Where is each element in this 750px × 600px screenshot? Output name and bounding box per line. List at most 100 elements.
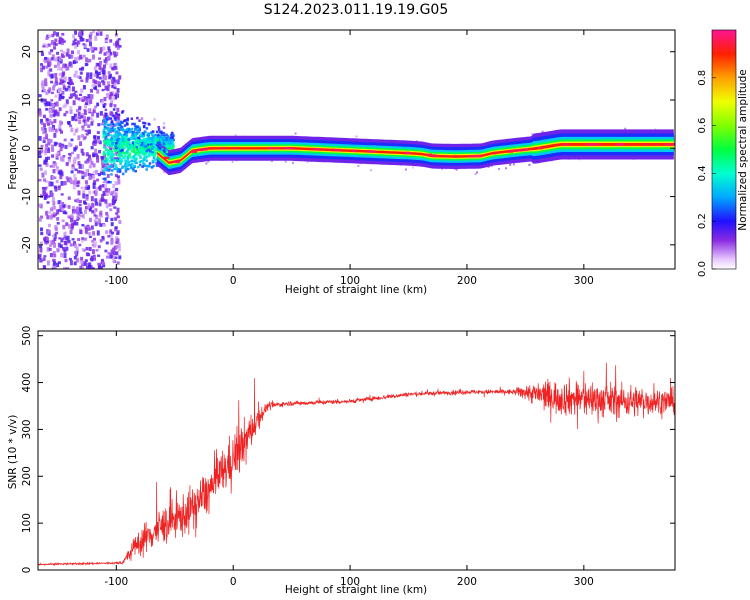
heatmap-cell <box>40 144 44 148</box>
heatmap-cell <box>87 108 91 112</box>
heatmap-cell <box>74 145 78 150</box>
heatmap-cell <box>55 179 59 184</box>
heatmap-cell <box>53 261 57 267</box>
heatmap-cell <box>76 153 80 158</box>
heatmap-cell <box>116 114 120 120</box>
heatmap-cell <box>48 244 52 247</box>
heatmap-cell <box>62 104 66 109</box>
heatmap-cell <box>62 247 66 250</box>
heatmap-cell <box>124 143 127 146</box>
heatmap-cell <box>73 261 77 266</box>
heatmap-cell <box>87 232 91 236</box>
heatmap-cell <box>62 224 66 230</box>
heatmap-cell <box>111 129 114 132</box>
heatmap-cell <box>80 67 84 71</box>
heatmap-cell <box>111 231 115 235</box>
heatmap-cell <box>106 188 110 194</box>
x-tick-label: 0 <box>230 576 237 588</box>
heatmap-cell <box>101 163 105 169</box>
heatmap-cell <box>59 130 63 134</box>
heatmap-cell <box>98 51 102 54</box>
heatmap-cell <box>49 108 53 114</box>
heatmap-cell <box>58 127 62 132</box>
heatmap-cell <box>131 141 135 144</box>
heatmap-cell <box>121 156 125 160</box>
heatmap-cell <box>145 155 149 158</box>
heatmap-cell <box>111 153 114 156</box>
heatmap-cell <box>76 209 80 215</box>
heatmap-cell <box>40 63 44 67</box>
heatmap-cell <box>155 130 159 134</box>
heatmap-cell <box>115 212 119 215</box>
heatmap-cell <box>83 108 87 112</box>
heatmap-cell <box>74 94 78 100</box>
heatmap-cell <box>90 121 94 126</box>
heatmap-cell <box>165 133 168 136</box>
heatmap-cell <box>45 57 49 63</box>
heatmap-cell <box>104 177 107 180</box>
heatmap-cell <box>95 155 99 160</box>
heatmap-cell <box>140 143 143 146</box>
heatmap-cell <box>106 154 110 157</box>
heatmap-cell <box>136 125 139 128</box>
heatmap-cell <box>113 128 117 131</box>
heatmap-cell <box>97 80 101 86</box>
heatmap-cell <box>97 172 101 177</box>
heatmap-cell <box>40 67 44 73</box>
heatmap-cell <box>104 199 108 204</box>
heatmap-cell <box>112 123 116 127</box>
heatmap-cell <box>90 225 94 230</box>
heatmap-cell <box>100 197 104 202</box>
heatmap-cell <box>51 234 55 238</box>
heatmap-cell <box>134 127 137 130</box>
heatmap-cell <box>146 134 149 137</box>
heatmap-cell <box>121 127 125 131</box>
heatmap-cell <box>61 201 65 205</box>
heatmap-cell <box>164 145 168 148</box>
ridge-peak <box>405 151 410 155</box>
heatmap-cell <box>91 203 95 208</box>
heatmap-cell <box>148 149 152 153</box>
heatmap-cell <box>80 79 84 82</box>
heatmap-cell <box>91 112 95 117</box>
heatmap-cell <box>108 49 112 53</box>
heatmap-cell <box>113 245 117 250</box>
heatmap-cell <box>44 82 48 87</box>
heatmap-cell <box>94 105 98 109</box>
heatmap-cell <box>167 139 170 142</box>
heatmap-cell <box>100 224 104 227</box>
heatmap-cell <box>62 64 66 68</box>
heatmap-cell <box>105 230 109 235</box>
heatmap-cell <box>45 236 49 241</box>
heatmap-cell <box>105 203 109 209</box>
heatmap-cell <box>152 134 156 138</box>
ridge-peak <box>653 143 659 146</box>
heatmap-cell <box>124 159 127 163</box>
heatmap-cell <box>114 145 118 149</box>
heatmap-cell <box>126 142 129 146</box>
heatmap-cell <box>140 117 144 120</box>
heatmap-cell <box>94 208 98 212</box>
heatmap-cell <box>53 113 57 116</box>
heatmap-cell <box>114 256 118 259</box>
heatmap-cell <box>85 98 89 103</box>
heatmap-cell <box>74 168 78 172</box>
ridge-peak <box>545 145 549 149</box>
heatmap-cell <box>132 149 135 153</box>
heatmap-cell <box>43 187 47 191</box>
heatmap-cell <box>88 175 92 179</box>
heatmap-cell <box>89 257 93 261</box>
heatmap-cell <box>79 211 83 214</box>
heatmap-cell <box>117 122 120 125</box>
heatmap-cell <box>47 43 51 47</box>
heatmap-cell <box>96 112 100 118</box>
heatmap-cell <box>79 141 83 147</box>
heatmap-cell <box>69 106 73 110</box>
heatmap-cell <box>80 88 84 93</box>
heatmap-cell <box>119 151 123 154</box>
snr-series-line <box>38 362 675 567</box>
heatmap-cell <box>52 239 56 245</box>
heatmap-cell <box>110 157 114 161</box>
heatmap-cell <box>115 251 119 256</box>
y-tick-label: 100 <box>21 513 33 533</box>
